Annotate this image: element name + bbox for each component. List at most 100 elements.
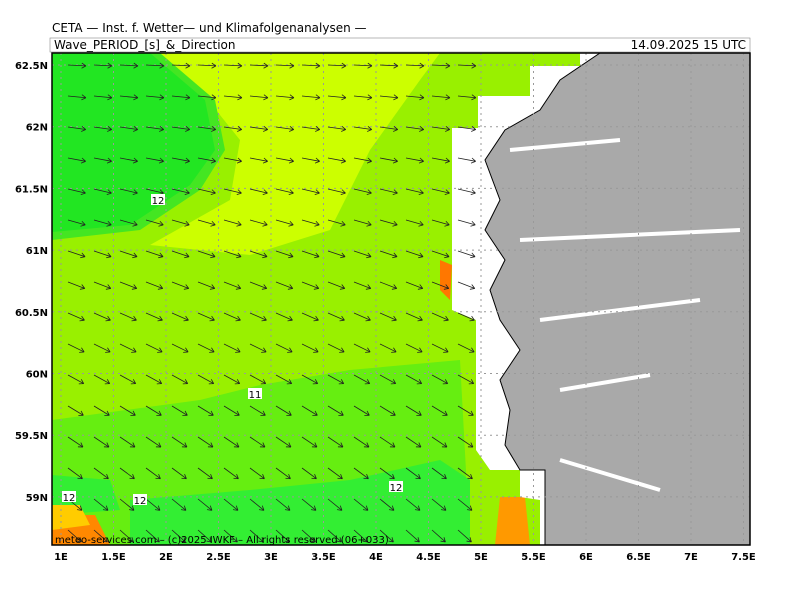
direction-arrow (93, 188, 112, 196)
direction-arrow (379, 188, 398, 196)
direction-arrow (67, 312, 85, 322)
direction-arrow (93, 405, 110, 416)
direction-arrow (353, 157, 372, 164)
direction-arrow (67, 250, 86, 259)
direction-arrow (119, 312, 137, 322)
direction-arrow (197, 498, 213, 511)
direction-arrow (223, 436, 240, 448)
direction-arrow (197, 281, 216, 290)
title: CETA — Inst. f. Wetter— und Klimafolgena… (52, 21, 367, 35)
direction-arrow (327, 94, 347, 101)
lat-label: 62N (26, 123, 48, 134)
field-yellow (150, 53, 440, 255)
direction-arrow (457, 405, 474, 416)
direction-arrow (379, 126, 399, 132)
direction-arrow (145, 157, 164, 164)
direction-arrow (379, 343, 397, 353)
lon-label: 3E (264, 552, 278, 563)
direction-arrow (223, 62, 243, 69)
direction-arrow (431, 312, 449, 322)
direction-arrow (93, 343, 111, 353)
direction-arrow (405, 343, 423, 353)
contour-label-bg (151, 194, 165, 205)
direction-arrow (301, 498, 317, 511)
direction-arrow (171, 436, 188, 448)
direction-arrow (275, 94, 295, 101)
lat-label: 61.5N (15, 184, 48, 195)
direction-arrow (405, 62, 425, 69)
direction-arrow (405, 188, 424, 196)
direction-arrow (93, 94, 113, 101)
direction-arrow (379, 62, 399, 69)
direction-arrow (327, 405, 344, 416)
direction-arrow (327, 374, 345, 385)
lon-label: 5.5E (521, 552, 546, 563)
direction-arrow (93, 281, 112, 290)
direction-arrow (67, 436, 84, 448)
direction-arrow (119, 405, 136, 416)
direction-arrow (431, 343, 449, 353)
direction-arrow (457, 219, 476, 227)
direction-arrow (301, 157, 320, 164)
direction-arrow (457, 312, 475, 322)
direction-arrow (431, 436, 448, 448)
direction-arrow (197, 374, 215, 385)
direction-arrow (249, 436, 266, 448)
direction-arrow (431, 62, 451, 69)
direction-arrow (301, 219, 320, 227)
contour-label: 11 (249, 390, 262, 401)
direction-arrow (145, 94, 165, 101)
direction-arrow (67, 188, 86, 196)
fjords (509, 138, 741, 492)
direction-arrow (119, 62, 139, 69)
direction-arrow (327, 498, 343, 511)
direction-arrow (67, 529, 82, 543)
direction-arrow (67, 467, 83, 480)
lat-label: 59N (26, 493, 48, 504)
field-green-nw-core (52, 53, 215, 232)
direction-arrow (145, 281, 164, 290)
direction-arrow (457, 529, 472, 543)
direction-arrow (67, 94, 87, 101)
direction-arrow (223, 529, 238, 543)
direction-arrow (405, 312, 423, 322)
contour-label-bg (248, 388, 262, 399)
lat-label: 61N (26, 246, 48, 257)
contour-label-bg (389, 481, 403, 492)
direction-arrow (119, 467, 135, 480)
direction-arrow (93, 250, 112, 259)
direction-arrow (353, 529, 368, 543)
direction-arrow (93, 219, 112, 227)
lon-label: 2.5E (206, 552, 231, 563)
grid (52, 53, 750, 545)
direction-arrow (379, 405, 396, 416)
lon-label: 4.5E (416, 552, 441, 563)
direction-arrow (405, 405, 422, 416)
direction-arrow (197, 467, 213, 480)
direction-arrow (249, 281, 268, 290)
direction-arrow (275, 436, 292, 448)
direction-arrow (197, 94, 217, 101)
arrows (67, 62, 477, 543)
direction-arrow (249, 219, 268, 227)
direction-arrow (379, 94, 399, 101)
direction-arrow (275, 529, 290, 543)
direction-arrow (249, 312, 267, 322)
direction-arrow (145, 467, 161, 480)
direction-arrow (431, 467, 447, 480)
contour-label-bg (133, 494, 147, 505)
direction-arrow (301, 188, 320, 196)
direction-arrow (327, 281, 346, 290)
direction-arrow (457, 126, 477, 132)
direction-arrow (327, 467, 343, 480)
direction-arrow (379, 219, 398, 227)
direction-arrow (327, 62, 347, 69)
direction-arrow (67, 219, 86, 227)
direction-arrow (301, 436, 318, 448)
direction-arrow (457, 188, 476, 196)
direction-arrow (197, 188, 216, 196)
direction-arrow (353, 250, 372, 259)
direction-arrow (327, 126, 347, 132)
direction-arrow (223, 219, 242, 227)
direction-arrow (431, 188, 450, 196)
